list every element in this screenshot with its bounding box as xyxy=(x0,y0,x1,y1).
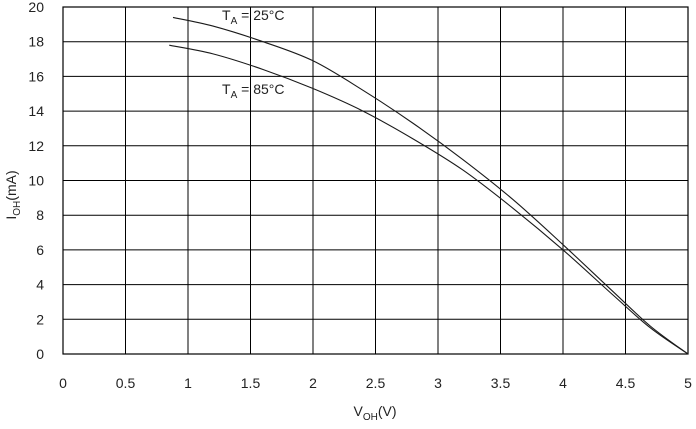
x-axis-label: VOH(V) xyxy=(353,403,396,423)
x-tick-label: 1 xyxy=(184,375,192,391)
y-tick-labels: 0 2 4 6 8 10 12 14 16 18 20 xyxy=(28,0,44,362)
x-tick-label: 4 xyxy=(559,375,567,391)
y-tick-label: 12 xyxy=(28,138,44,154)
y-tick-label: 4 xyxy=(36,277,44,293)
x-tick-label: 2.5 xyxy=(366,375,386,391)
y-tick-label: 8 xyxy=(36,207,44,223)
x-tick-label: 4.5 xyxy=(616,375,636,391)
y-tick-label: 14 xyxy=(28,103,44,119)
x-tick-label: 3 xyxy=(434,375,442,391)
series-line-25c xyxy=(172,16,689,355)
series-label-85c: TA = 85°C xyxy=(222,81,284,101)
y-tick-label: 20 xyxy=(28,0,44,15)
y-tick-label: 18 xyxy=(28,34,44,50)
y-tick-label: 10 xyxy=(28,173,44,189)
x-tick-label: 3.5 xyxy=(491,375,511,391)
grid xyxy=(63,7,688,354)
y-axis-label: IOH(mA) xyxy=(3,170,23,219)
x-tick-label: 5 xyxy=(684,375,692,391)
y-tick-label: 2 xyxy=(36,311,44,327)
plot-frame xyxy=(62,6,689,355)
series-line-85c xyxy=(169,44,689,355)
x-tick-labels: 0 0.5 1 1.5 2 2.5 3 3.5 4 4.5 5 xyxy=(59,375,692,391)
series-label-25c: TA = 25°C xyxy=(222,7,284,27)
x-tick-label: 0 xyxy=(59,375,67,391)
y-tick-label: 16 xyxy=(28,68,44,84)
y-tick-label: 0 xyxy=(36,346,44,362)
x-tick-label: 2 xyxy=(309,375,317,391)
y-tick-label: 6 xyxy=(36,242,44,258)
x-tick-label: 0.5 xyxy=(116,375,136,391)
x-tick-label: 1.5 xyxy=(241,375,261,391)
series-lines xyxy=(169,16,689,355)
